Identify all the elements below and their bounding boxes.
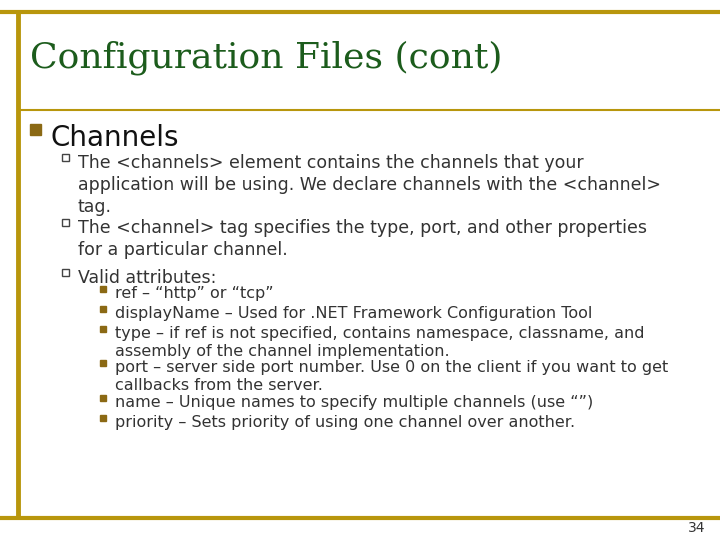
Text: Channels: Channels bbox=[50, 124, 179, 152]
Text: name – Unique names to specify multiple channels (use “”): name – Unique names to specify multiple … bbox=[115, 395, 593, 410]
Text: The <channel> tag specifies the type, port, and other properties
for a particula: The <channel> tag specifies the type, po… bbox=[78, 219, 647, 259]
Bar bbox=[100, 395, 106, 401]
Bar bbox=[62, 269, 69, 276]
Text: The <channels> element contains the channels that your
application will be using: The <channels> element contains the chan… bbox=[78, 154, 661, 217]
Bar bbox=[100, 326, 106, 332]
Bar bbox=[62, 154, 69, 161]
Text: port – server side port number. Use 0 on the client if you want to get
callbacks: port – server side port number. Use 0 on… bbox=[115, 360, 668, 393]
Bar bbox=[100, 286, 106, 292]
Text: ref – “http” or “tcp”: ref – “http” or “tcp” bbox=[115, 286, 274, 301]
Text: Valid attributes:: Valid attributes: bbox=[78, 269, 217, 287]
Bar bbox=[100, 415, 106, 421]
Bar bbox=[100, 306, 106, 312]
Bar bbox=[62, 219, 69, 226]
Text: type – if ref is not specified, contains namespace, classname, and
assembly of t: type – if ref is not specified, contains… bbox=[115, 326, 644, 359]
Text: displayName – Used for .NET Framework Configuration Tool: displayName – Used for .NET Framework Co… bbox=[115, 306, 593, 321]
Text: 34: 34 bbox=[688, 521, 705, 535]
Text: priority – Sets priority of using one channel over another.: priority – Sets priority of using one ch… bbox=[115, 415, 575, 430]
Text: Configuration Files (cont): Configuration Files (cont) bbox=[30, 40, 503, 75]
Bar bbox=[30, 124, 41, 135]
Bar bbox=[100, 360, 106, 366]
